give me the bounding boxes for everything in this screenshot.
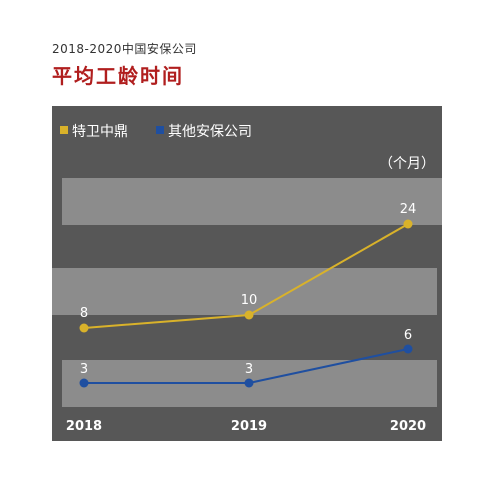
band-top bbox=[62, 178, 442, 225]
series-1-data-label-2020: 24 bbox=[400, 202, 417, 217]
x-tick-label-2020: 2020 bbox=[390, 419, 426, 434]
series-1-point-2018 bbox=[79, 323, 89, 333]
series-layer: 8 10 24 3 3 6 bbox=[79, 202, 417, 388]
series-1-point-2019 bbox=[244, 310, 254, 320]
legend-label-series-2: 其他安保公司 bbox=[168, 124, 252, 140]
series-2-data-label-2019: 3 bbox=[245, 362, 253, 377]
series-2-data-label-2018: 3 bbox=[80, 362, 88, 377]
series-1: 8 10 24 bbox=[79, 202, 417, 333]
x-axis-labels: 2018 2019 2020 bbox=[66, 419, 426, 434]
legend-swatch-series-2 bbox=[156, 126, 164, 134]
series-2-data-label-2020: 6 bbox=[404, 328, 412, 343]
legend-label-series-1: 特卫中鼎 bbox=[72, 124, 128, 140]
chart-title: 平均工龄时间 bbox=[52, 64, 184, 88]
legend: 特卫中鼎 其他安保公司 bbox=[60, 124, 252, 140]
band-middle bbox=[52, 268, 437, 315]
series-1-data-label-2019: 10 bbox=[241, 293, 258, 308]
series-2-point-2020 bbox=[403, 344, 413, 354]
legend-swatch-series-1 bbox=[60, 126, 68, 134]
x-tick-label-2018: 2018 bbox=[66, 419, 102, 434]
x-tick-label-2019: 2019 bbox=[231, 419, 267, 434]
chart-panel: 特卫中鼎 其他安保公司 （个月） 8 10 24 3 3 6 2018 2019 2020 bbox=[52, 106, 442, 441]
series-1-point-2020 bbox=[403, 219, 413, 229]
unit-label: （个月） bbox=[379, 156, 435, 172]
series-2-point-2019 bbox=[244, 378, 254, 388]
series-1-data-label-2018: 8 bbox=[80, 306, 88, 321]
series-2-point-2018 bbox=[79, 378, 89, 388]
chart-subtitle: 2018-2020中国安保公司 bbox=[52, 42, 197, 56]
series-2: 3 3 6 bbox=[79, 328, 413, 388]
